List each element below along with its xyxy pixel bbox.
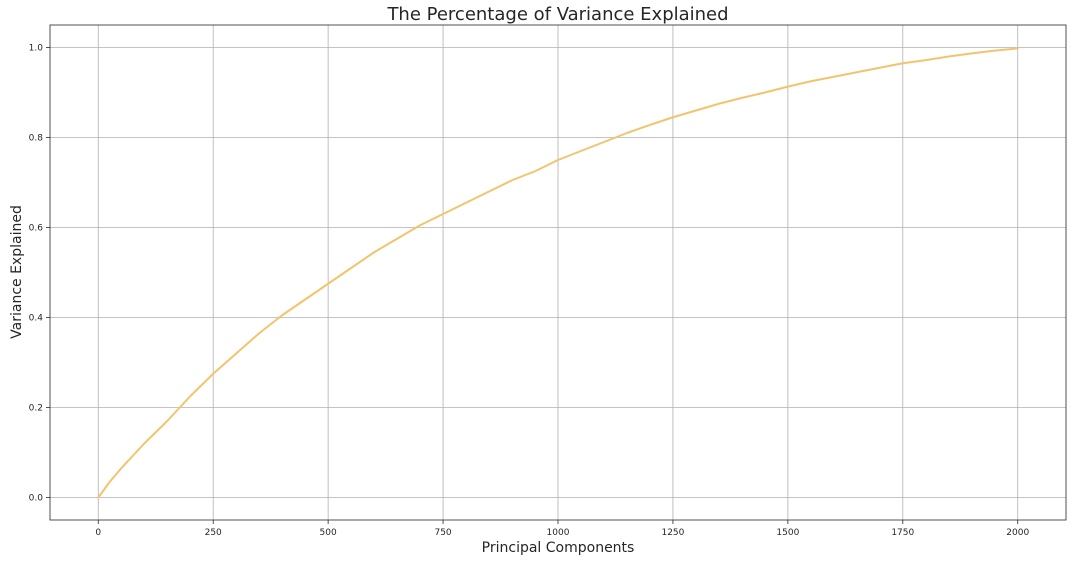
x-tick-label: 500 [320, 528, 337, 538]
y-axis-label: Variance Explained [9, 205, 25, 339]
x-tick-label: 1500 [776, 528, 799, 538]
x-tick-label: 750 [434, 528, 451, 538]
axis-ticks: 0 250 500 750 1000 1250 1500 1750 2000 0.0 0.2 0.4 0… [29, 44, 1030, 539]
y-tick-label: 0.0 [29, 494, 44, 504]
y-tick-label: 0.8 [29, 134, 44, 144]
y-tick-label: 0.4 [29, 314, 44, 324]
series-line [97, 47, 1019, 499]
x-tick-label: 0 [95, 528, 101, 538]
chart-title: The Percentage of Variance Explained [386, 4, 728, 25]
x-tick-label: 250 [205, 528, 222, 538]
series-layer [97, 47, 1019, 499]
y-tick-label: 0.2 [29, 404, 43, 414]
y-tick-label: 1.0 [29, 44, 44, 54]
x-tick-label: 1750 [891, 528, 914, 538]
x-tick-label: 1000 [547, 528, 570, 538]
grid [50, 25, 1066, 520]
y-tick-label: 0.6 [29, 224, 44, 234]
x-tick-label: 1250 [661, 528, 684, 538]
x-axis-label: Principal Components [482, 540, 635, 556]
x-tick-label: 2000 [1006, 528, 1029, 538]
